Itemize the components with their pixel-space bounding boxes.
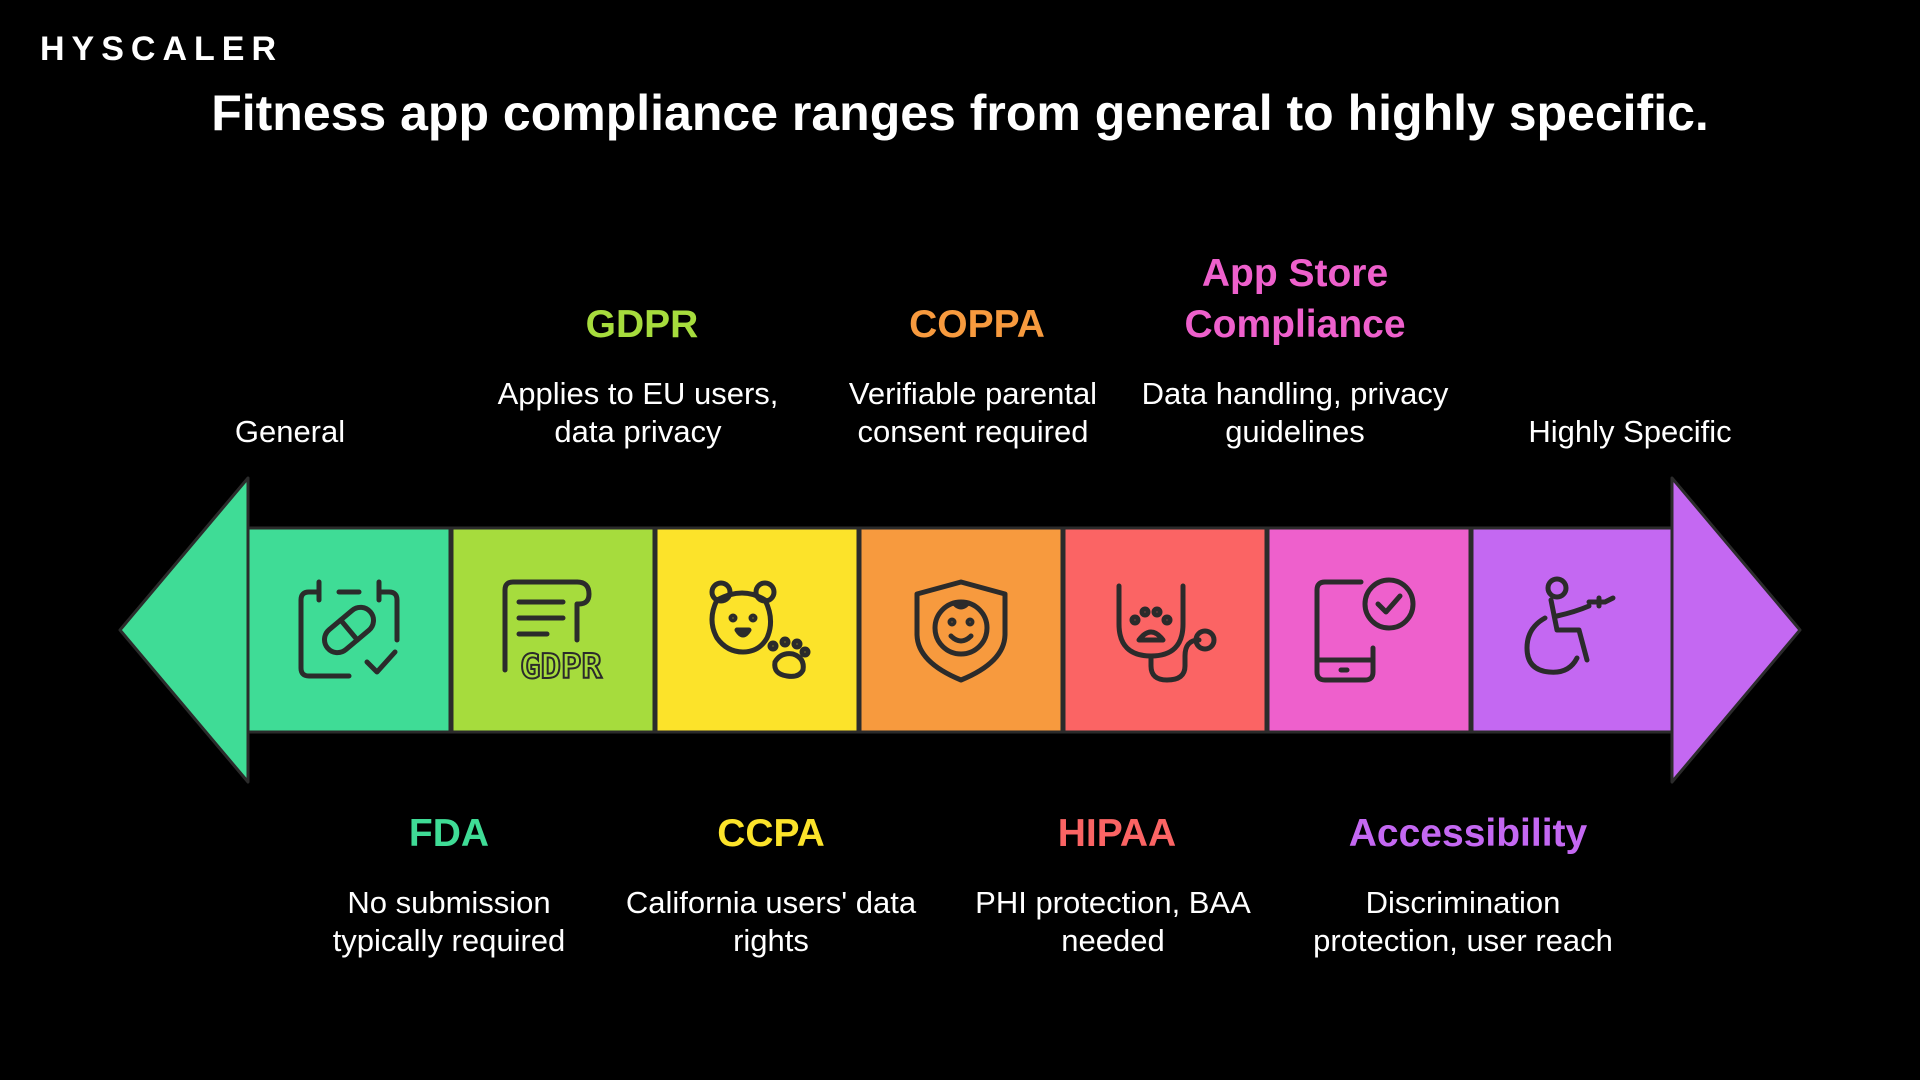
calendar-pill-icon xyxy=(298,579,400,679)
ccpa-description: California users' data rights xyxy=(625,885,917,958)
right-arrowhead xyxy=(1670,476,1802,784)
ccpa-heading: CCPA xyxy=(717,812,825,855)
gdpr-heading: GDPR xyxy=(585,303,699,346)
right-end-label: Highly Specific xyxy=(1528,414,1732,449)
bear-paw-icon xyxy=(709,580,811,679)
compliance-spectrum-arrow: GDPR xyxy=(118,476,1802,784)
app-store-description: Data handling, privacy guidelines xyxy=(1141,376,1449,449)
left-arrowhead xyxy=(118,476,250,784)
gdpr-icon-text: GDPR xyxy=(520,647,602,687)
segment-ccpa xyxy=(654,526,860,734)
fda-description: No submission typically required xyxy=(332,885,566,958)
segment-app-store xyxy=(1266,526,1472,734)
hipaa-description: PHI protection, BAA needed xyxy=(975,885,1251,958)
gdpr-document-icon: GDPR xyxy=(502,579,603,688)
coppa-description: Verifiable parental consent required xyxy=(848,376,1098,449)
hyscaler-logo: HYSCALER xyxy=(40,30,284,68)
child-shield-icon xyxy=(914,579,1008,683)
coppa-heading: COPPA xyxy=(909,303,1045,346)
accessibility-description: Discrimination protection, user reach xyxy=(1313,885,1613,958)
segment-gdpr xyxy=(450,526,656,734)
stethoscope-icon xyxy=(1116,583,1217,683)
gdpr-description: Applies to EU users, data privacy xyxy=(497,376,779,449)
app-store-heading: App Store Compliance xyxy=(1184,252,1406,346)
segment-hipaa xyxy=(1062,526,1268,734)
page-title: Fitness app compliance ranges from gener… xyxy=(211,85,1709,141)
segment-coppa xyxy=(858,526,1064,734)
wheelchair-icon xyxy=(1524,576,1616,675)
left-end-label: General xyxy=(234,414,346,449)
fda-heading: FDA xyxy=(408,812,490,855)
hipaa-heading: HIPAA xyxy=(1057,812,1177,855)
phone-check-icon xyxy=(1314,577,1416,683)
accessibility-heading: Accessibility xyxy=(1348,812,1588,855)
